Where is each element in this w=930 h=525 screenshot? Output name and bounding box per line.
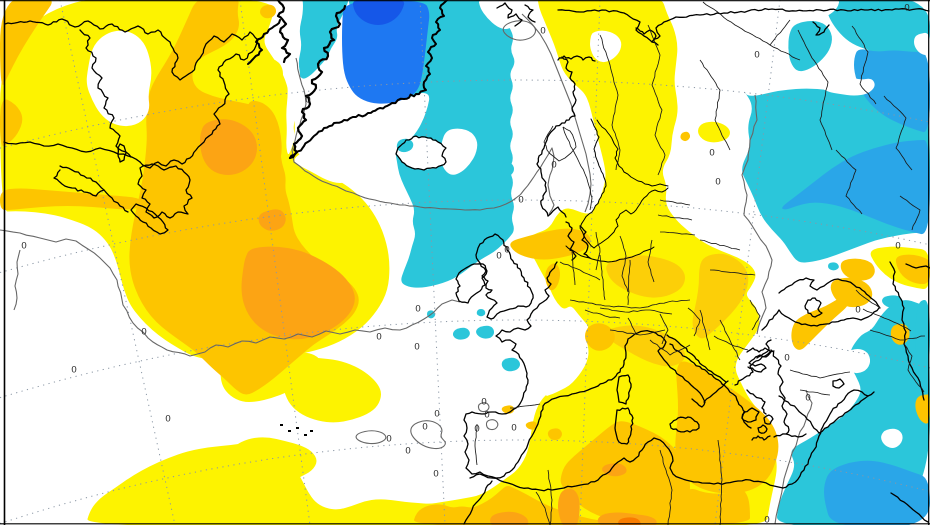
svg-text:0: 0 (481, 397, 486, 408)
svg-text:0: 0 (386, 434, 391, 445)
svg-text:0: 0 (511, 423, 516, 434)
svg-text:0: 0 (422, 422, 427, 433)
svg-text:0: 0 (709, 148, 714, 159)
svg-text:0: 0 (754, 50, 759, 61)
svg-text:0: 0 (141, 327, 146, 338)
svg-text:0: 0 (855, 305, 860, 316)
svg-text:0: 0 (484, 410, 489, 421)
svg-text:0: 0 (551, 160, 556, 171)
svg-text:0: 0 (165, 414, 170, 425)
svg-text:0: 0 (496, 251, 501, 262)
svg-text:0: 0 (764, 515, 769, 525)
svg-text:0: 0 (784, 353, 789, 364)
svg-text:0: 0 (904, 3, 909, 14)
svg-text:0: 0 (434, 409, 439, 420)
svg-text:0: 0 (805, 393, 810, 404)
svg-text:0: 0 (715, 177, 720, 188)
svg-text:0: 0 (405, 446, 410, 457)
svg-text:0: 0 (518, 195, 523, 206)
svg-text:0: 0 (474, 424, 479, 435)
svg-text:0: 0 (414, 342, 419, 353)
svg-text:0: 0 (71, 365, 76, 376)
svg-text:0: 0 (305, 95, 310, 106)
svg-text:0: 0 (415, 304, 420, 315)
svg-text:0: 0 (433, 469, 438, 480)
svg-text:0: 0 (504, 245, 509, 256)
svg-text:0: 0 (895, 241, 900, 252)
svg-text:0: 0 (540, 26, 545, 37)
svg-text:0: 0 (21, 241, 26, 252)
svg-text:0: 0 (376, 332, 381, 343)
